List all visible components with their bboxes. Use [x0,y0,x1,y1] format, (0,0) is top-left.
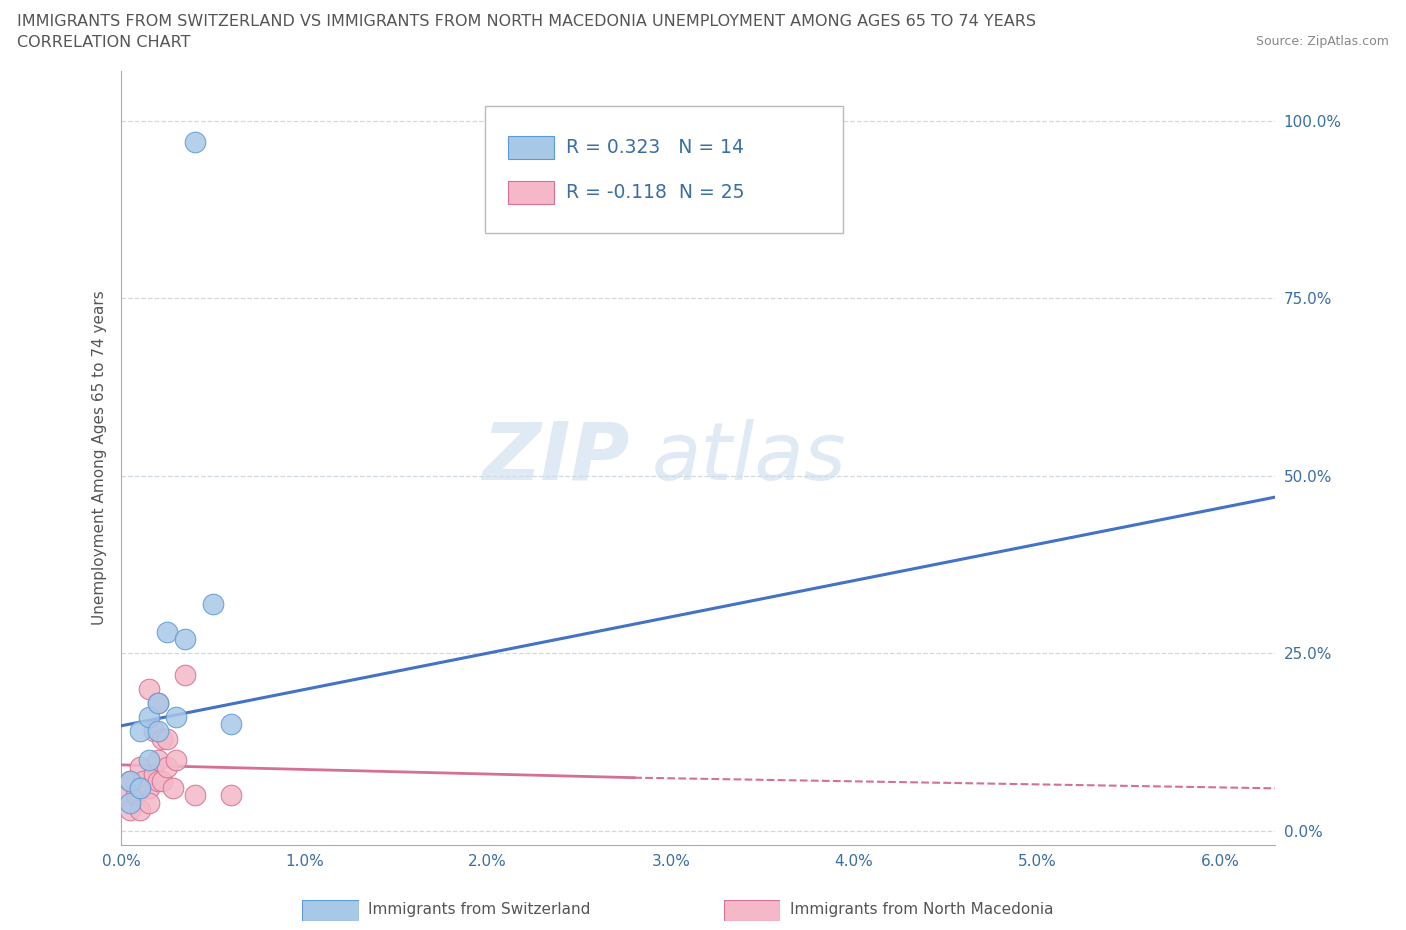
Point [143,724,166,739]
Point [165,752,187,767]
Point [150,774,173,789]
Point [146,696,169,711]
Point [143,766,166,781]
Point [125,788,148,803]
Text: Immigrants from Switzerland: Immigrants from Switzerland [368,902,591,917]
Point [146,696,169,711]
Point [128,781,150,796]
Point [138,752,160,767]
Text: atlas: atlas [652,419,846,497]
Text: ZIP: ZIP [482,419,628,497]
Point [138,781,160,796]
Y-axis label: Unemployment Among Ages 65 to 74 years: Unemployment Among Ages 65 to 74 years [93,290,107,625]
Point [128,803,150,817]
FancyBboxPatch shape [508,136,554,159]
Point [128,724,150,739]
Point [138,795,160,810]
Text: R = -0.118  N = 25: R = -0.118 N = 25 [565,183,744,202]
Point [146,752,169,767]
Point [120,803,142,817]
Point [115,788,138,803]
Text: Source: ZipAtlas.com: Source: ZipAtlas.com [1256,35,1389,48]
Point [120,795,142,810]
Point [120,774,142,789]
Point [150,731,173,746]
Point [219,788,242,803]
Point [156,625,179,640]
Point [162,781,184,796]
Point [174,667,197,682]
Point [138,710,160,724]
Point [156,760,179,775]
Point [156,731,179,746]
FancyBboxPatch shape [485,106,842,233]
Point [183,135,205,150]
Text: Immigrants from North Macedonia: Immigrants from North Macedonia [790,902,1053,917]
Point [128,760,150,775]
Point [138,682,160,697]
Point [146,774,169,789]
Point [132,774,155,789]
Point [120,774,142,789]
Point [165,710,187,724]
Text: IMMIGRANTS FROM SWITZERLAND VS IMMIGRANTS FROM NORTH MACEDONIA UNEMPLOYMENT AMON: IMMIGRANTS FROM SWITZERLAND VS IMMIGRANT… [17,14,1036,29]
Text: CORRELATION CHART: CORRELATION CHART [17,35,190,50]
Point [219,717,242,732]
Point [128,781,150,796]
Point [146,724,169,739]
Text: R = 0.323   N = 14: R = 0.323 N = 14 [565,138,744,157]
Point [174,631,197,646]
FancyBboxPatch shape [508,180,554,204]
Point [201,596,224,611]
Point [183,788,205,803]
